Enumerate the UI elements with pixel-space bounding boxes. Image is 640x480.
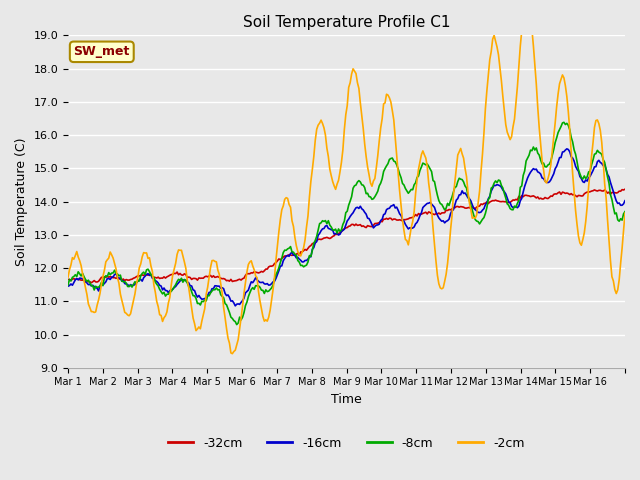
Title: Soil Temperature Profile C1: Soil Temperature Profile C1: [243, 15, 451, 30]
-32cm: [102, 275, 109, 280]
-32cm: [352, 221, 360, 227]
-16cm: [620, 201, 627, 207]
Line: -8cm: -8cm: [68, 122, 625, 324]
-2cm: [621, 210, 629, 216]
-32cm: [83, 278, 91, 284]
-16cm: [621, 198, 629, 204]
-32cm: [545, 194, 553, 200]
-8cm: [233, 322, 241, 327]
-16cm: [64, 283, 72, 289]
-16cm: [232, 303, 239, 309]
Legend: -32cm, -16cm, -8cm, -2cm: -32cm, -16cm, -8cm, -2cm: [163, 432, 530, 455]
Y-axis label: Soil Temperature (C): Soil Temperature (C): [15, 137, 28, 266]
-16cm: [100, 280, 108, 286]
-8cm: [64, 282, 72, 288]
-8cm: [352, 182, 360, 188]
-2cm: [64, 274, 72, 280]
-2cm: [83, 292, 91, 298]
-16cm: [83, 280, 91, 286]
-16cm: [563, 146, 571, 152]
X-axis label: Time: Time: [331, 393, 362, 406]
-32cm: [64, 276, 72, 282]
-8cm: [620, 211, 627, 216]
-2cm: [100, 267, 108, 273]
-8cm: [463, 185, 470, 191]
-8cm: [545, 161, 553, 167]
-16cm: [463, 192, 470, 198]
Line: -16cm: -16cm: [68, 149, 625, 306]
Text: SW_met: SW_met: [74, 45, 130, 58]
-2cm: [547, 162, 555, 168]
-32cm: [88, 280, 95, 286]
-2cm: [463, 173, 470, 179]
-2cm: [228, 351, 236, 357]
-8cm: [100, 275, 108, 280]
-2cm: [620, 228, 627, 233]
-32cm: [621, 186, 629, 192]
-32cm: [618, 187, 626, 192]
-16cm: [545, 179, 553, 185]
-8cm: [83, 278, 91, 284]
-16cm: [352, 205, 360, 211]
-2cm: [522, 1, 530, 7]
Line: -2cm: -2cm: [68, 4, 625, 354]
-8cm: [560, 120, 568, 125]
-8cm: [621, 209, 629, 215]
-32cm: [463, 205, 470, 211]
Line: -32cm: -32cm: [68, 189, 625, 283]
-2cm: [352, 71, 360, 76]
